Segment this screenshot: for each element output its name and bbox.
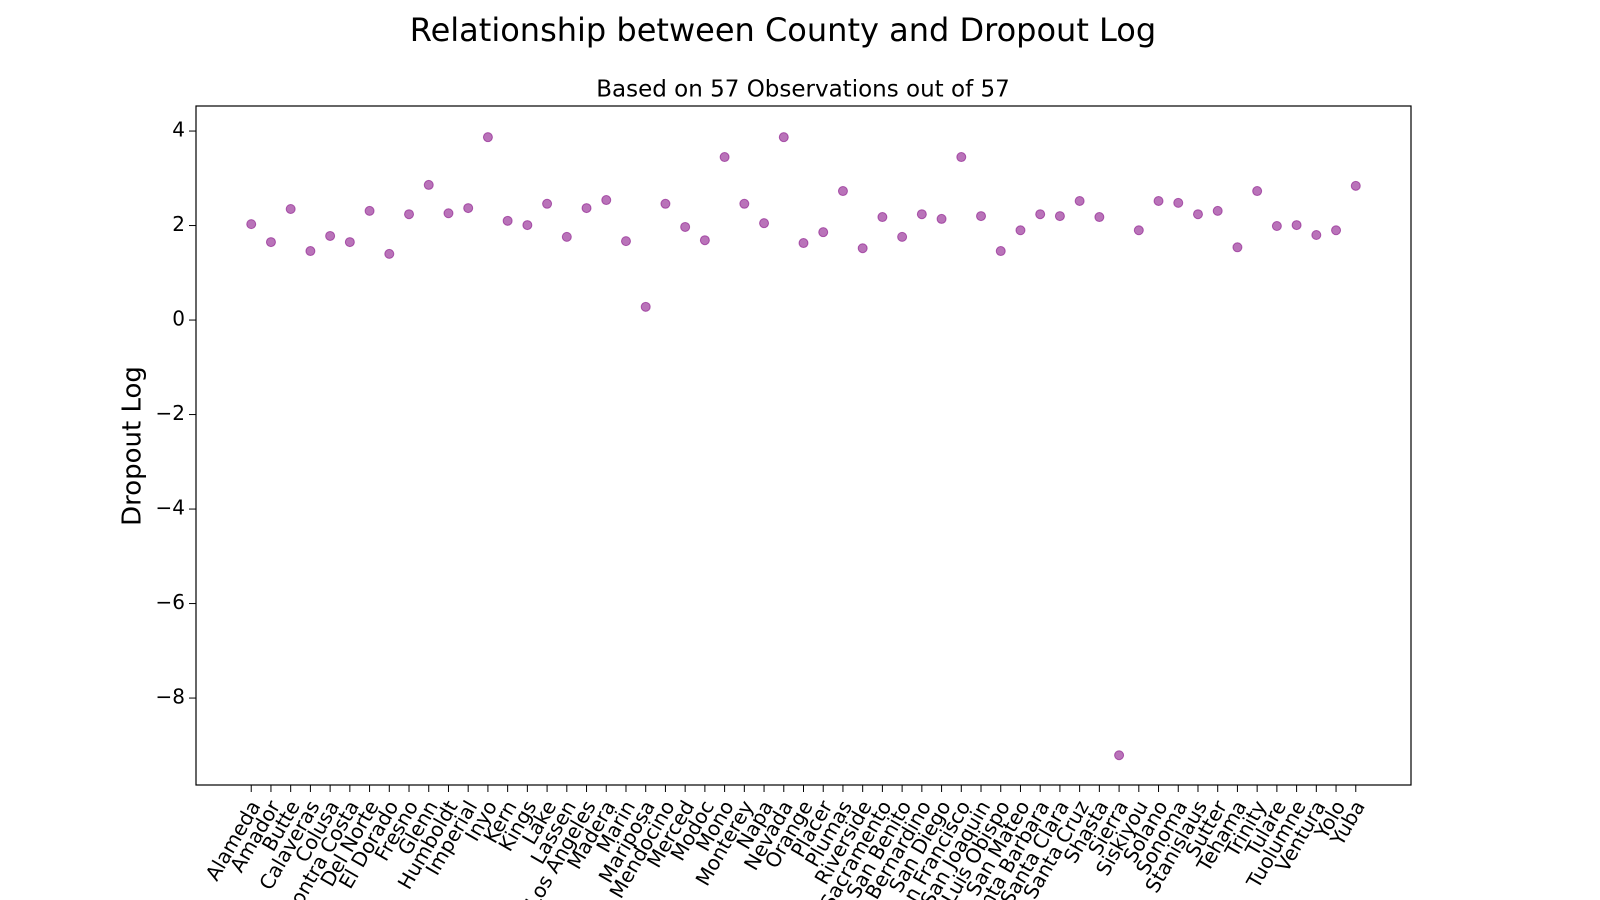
point bbox=[1271, 221, 1282, 232]
point bbox=[976, 211, 987, 222]
point bbox=[561, 231, 572, 242]
point bbox=[1035, 209, 1046, 220]
point bbox=[640, 301, 651, 312]
point bbox=[1252, 186, 1263, 197]
point bbox=[1015, 225, 1026, 236]
point bbox=[1232, 242, 1243, 253]
point bbox=[1212, 205, 1223, 216]
y-tick-label: 0 bbox=[172, 307, 185, 331]
point bbox=[265, 237, 276, 248]
point bbox=[719, 152, 730, 163]
point bbox=[384, 248, 395, 259]
point bbox=[1133, 225, 1144, 236]
point bbox=[443, 208, 454, 219]
point bbox=[344, 237, 355, 248]
point bbox=[1331, 225, 1342, 236]
point bbox=[798, 238, 809, 249]
point bbox=[246, 219, 257, 230]
y-axis-label: Dropout Log bbox=[118, 366, 148, 526]
point bbox=[857, 243, 868, 254]
point bbox=[837, 186, 848, 197]
y-tick-label: −6 bbox=[156, 590, 185, 614]
point bbox=[404, 209, 415, 220]
point bbox=[897, 231, 908, 242]
chart-title: Relationship between County and Dropout … bbox=[410, 11, 1156, 49]
point bbox=[1291, 220, 1302, 231]
point bbox=[1350, 180, 1361, 191]
point bbox=[1054, 211, 1065, 222]
y-tick-label: −8 bbox=[156, 685, 185, 709]
point bbox=[1094, 212, 1105, 223]
point bbox=[936, 213, 947, 224]
point bbox=[778, 132, 789, 143]
point bbox=[1311, 229, 1322, 240]
point bbox=[285, 204, 296, 215]
chart-subtitle: Based on 57 Observations out of 57 bbox=[596, 77, 1010, 103]
point bbox=[1074, 195, 1085, 206]
point bbox=[1153, 195, 1164, 206]
point bbox=[1173, 197, 1184, 208]
point bbox=[739, 198, 750, 209]
point bbox=[699, 235, 710, 246]
point bbox=[522, 220, 533, 231]
point bbox=[502, 215, 513, 226]
y-tick-label: 4 bbox=[172, 118, 185, 142]
point bbox=[759, 218, 770, 229]
point bbox=[581, 203, 592, 214]
y-tick-label: 2 bbox=[172, 212, 185, 236]
point bbox=[995, 246, 1006, 257]
y-tick-label: −2 bbox=[156, 401, 185, 425]
point bbox=[325, 230, 336, 241]
point bbox=[482, 132, 493, 143]
point bbox=[680, 221, 691, 232]
point bbox=[877, 212, 888, 223]
point bbox=[956, 152, 967, 163]
point bbox=[601, 195, 612, 206]
point bbox=[916, 209, 927, 220]
y-tick-label: −4 bbox=[156, 496, 185, 520]
point bbox=[660, 198, 671, 209]
point bbox=[1114, 750, 1125, 761]
point bbox=[364, 205, 375, 216]
point bbox=[305, 246, 316, 257]
point bbox=[1192, 209, 1203, 220]
point bbox=[423, 179, 434, 190]
point bbox=[542, 198, 553, 209]
point bbox=[463, 203, 474, 214]
point bbox=[620, 236, 631, 247]
point bbox=[818, 227, 829, 238]
